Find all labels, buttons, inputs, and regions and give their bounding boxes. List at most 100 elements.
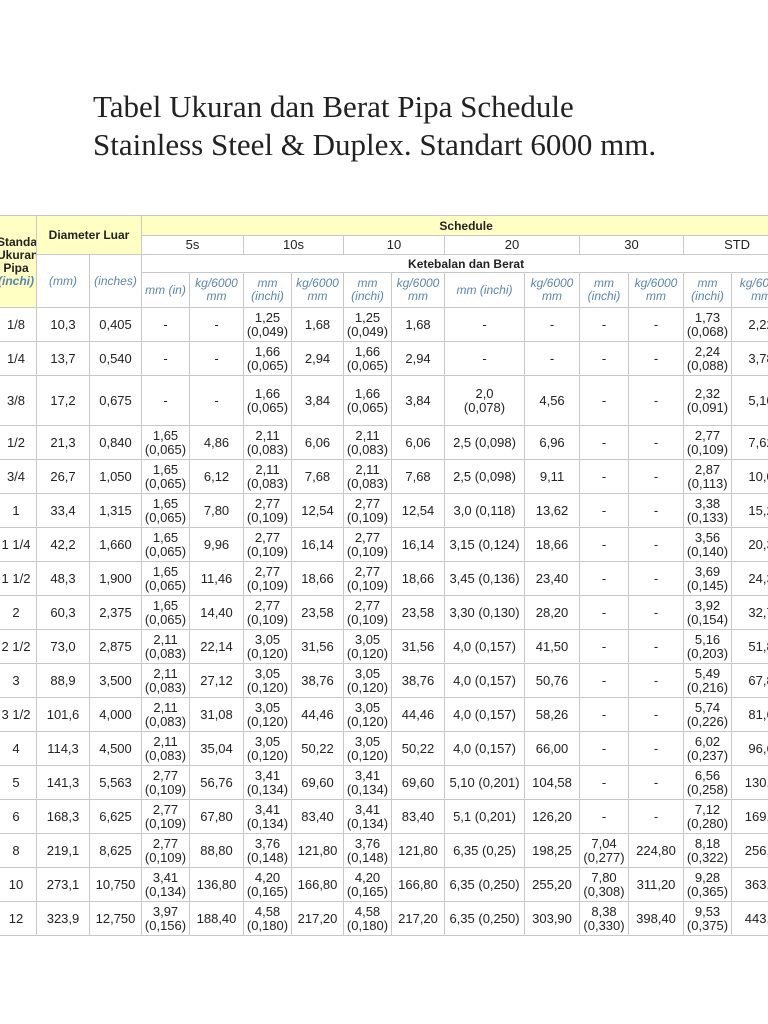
cell-value: 26,7 (36, 459, 90, 494)
cell-value: 67,8 (731, 663, 768, 698)
cell-value: - (524, 307, 581, 342)
cell-value: 50,22 (291, 731, 345, 766)
cell-value: 3,84 (391, 375, 446, 426)
schedule-header: Schedule (141, 215, 768, 236)
cell-value: 2,11 (0,083) (343, 459, 393, 494)
cell-value: 114,3 (36, 731, 90, 766)
table-row: 1/2 21,3 0,840 1,65 (0,065) 4,86 2,11 (0,083)… (0, 425, 768, 460)
cell-value: 3,05 (0,120) (243, 731, 293, 766)
table-row: 4 114,3 4,500 2,11 (0,083) 35,04 3,05 (0,120)… (0, 731, 768, 766)
column-unit: kg/6000 mm (731, 272, 768, 308)
cell-value: 121,80 (291, 833, 345, 868)
cell-value: 9,96 (189, 527, 245, 562)
cell-value: 33,4 (36, 493, 90, 528)
pipe-size: 5 (0, 765, 37, 800)
cell-value: 2,77 (0,109) (683, 425, 733, 460)
cell-value: 5,10 (0,201) (444, 765, 526, 800)
cell-value: 166,80 (291, 867, 345, 902)
cell-value: 42,2 (36, 527, 90, 562)
pipe-size: 1/8 (0, 307, 37, 342)
cell-value: 2,77 (0,109) (343, 561, 393, 596)
table-row: 1 33,4 1,315 1,65 (0,065) 7,80 2,77 (0,109) 12… (0, 493, 768, 528)
cell-value: 6,56 (0,258) (683, 765, 733, 800)
cell-value: - (189, 341, 245, 376)
cell-value: 20,3 (731, 527, 768, 562)
cell-value: 1,900 (88, 561, 143, 596)
cell-value: - (579, 527, 630, 562)
cell-value: 217,20 (291, 901, 345, 936)
column-unit: mm (inchi) (579, 272, 630, 308)
cell-value: 14,40 (189, 595, 245, 630)
pipe-size: 2 (0, 595, 37, 630)
cell-value: 28,20 (524, 595, 581, 630)
cell-value: - (579, 375, 630, 426)
diameter-unit: (mm) (36, 254, 90, 308)
cell-value: - (579, 493, 630, 528)
cell-value: 51,8 (731, 629, 768, 664)
pipe-table: Standar Ukuran Pipa(inchi)Diameter LuarS… (0, 215, 768, 936)
cell-value: 4,0 (0,157) (444, 663, 526, 698)
pipe-size: 2 1/2 (0, 629, 37, 664)
cell-value: 2,94 (291, 341, 345, 376)
cell-value: 31,08 (189, 697, 245, 732)
cell-value: 8,18 (0,322) (683, 833, 733, 868)
cell-value: 219,1 (36, 833, 90, 868)
pipe-size: 3 (0, 663, 37, 698)
column-unit: mm (in) (141, 272, 191, 308)
cell-value: 7,68 (291, 459, 345, 494)
cell-value: 83,40 (291, 799, 345, 834)
cell-value: 18,66 (524, 527, 581, 562)
cell-value: 2,77 (0,109) (243, 595, 293, 630)
cell-value: 5,49 (0,216) (683, 663, 733, 698)
schedule-name: 5s (141, 235, 245, 255)
table-row: 3 88,9 3,500 2,11 (0,083) 27,12 3,05 (0,120) 3… (0, 663, 768, 698)
cell-value: - (628, 425, 685, 460)
cell-value: 4,0 (0,157) (444, 697, 526, 732)
cell-value: 398,40 (628, 901, 685, 936)
table-row: 12 323,9 12,750 3,97 (0,156) 188,40 4,58 (0,1… (0, 901, 768, 936)
cell-value: 3,41 (0,134) (343, 765, 393, 800)
cell-value: 4,86 (189, 425, 245, 460)
column-unit: mm (inchi) (343, 272, 393, 308)
cell-value: 73,0 (36, 629, 90, 664)
cell-value: 4,000 (88, 697, 143, 732)
pipe-size: 3/8 (0, 375, 37, 426)
cell-value: 1,65 (0,065) (141, 561, 191, 596)
pipe-size: 1/4 (0, 341, 37, 376)
cell-value: - (141, 375, 191, 426)
cell-value: 17,2 (36, 375, 90, 426)
cell-value: 2,77 (0,109) (343, 493, 393, 528)
cell-value: - (579, 799, 630, 834)
column-unit: kg/6000 mm (391, 272, 446, 308)
cell-value: 323,9 (36, 901, 90, 936)
schedule-name: STD (683, 235, 768, 255)
table-row: 1 1/4 42,2 1,660 1,65 (0,065) 9,96 2,77 (0,10… (0, 527, 768, 562)
cell-value: - (579, 341, 630, 376)
cell-value: 3,56 (0,140) (683, 527, 733, 562)
cell-value: 23,40 (524, 561, 581, 596)
cell-value: - (628, 341, 685, 376)
cell-value: - (524, 341, 581, 376)
cell-value: 11,46 (189, 561, 245, 596)
cell-value: 303,90 (524, 901, 581, 936)
cell-value: 58,26 (524, 697, 581, 732)
cell-value: 363,4 (731, 867, 768, 902)
cell-value: 2,77 (0,109) (343, 595, 393, 630)
cell-value: - (579, 629, 630, 664)
cell-value: - (628, 459, 685, 494)
cell-value: 1,65 (0,065) (141, 459, 191, 494)
cell-value: 5,16 (0,203) (683, 629, 733, 664)
cell-value: 10,3 (36, 307, 90, 342)
table-row: 6 168,3 6,625 2,77 (0,109) 67,80 3,41 (0,134)… (0, 799, 768, 834)
cell-value: 3,05 (0,120) (343, 663, 393, 698)
cell-value: 38,76 (291, 663, 345, 698)
cell-value: - (628, 307, 685, 342)
cell-value: 2,77 (0,109) (141, 765, 191, 800)
cell-value: 4,20 (0,165) (243, 867, 293, 902)
cell-value: 2,875 (88, 629, 143, 664)
table-row: 2 1/2 73,0 2,875 2,11 (0,083) 22,14 3,05 (0,1… (0, 629, 768, 664)
cell-value: 2,11 (0,083) (141, 629, 191, 664)
pipe-size: 1 1/4 (0, 527, 37, 562)
cell-value: - (628, 595, 685, 630)
